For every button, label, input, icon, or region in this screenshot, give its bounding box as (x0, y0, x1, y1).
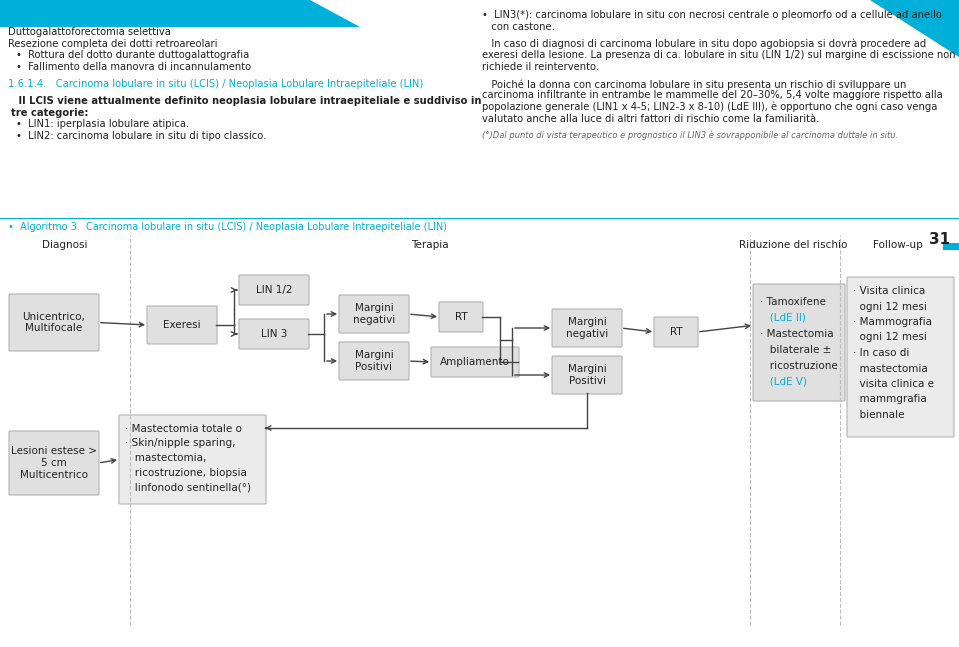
FancyBboxPatch shape (654, 317, 698, 347)
Text: · Visita clinica: · Visita clinica (853, 286, 925, 296)
FancyBboxPatch shape (239, 319, 309, 349)
Text: Margini
Positivi: Margini Positivi (568, 364, 606, 386)
Text: •  Rottura del dotto durante duttogalattografia: • Rottura del dotto durante duttogalatto… (16, 50, 249, 60)
Text: In caso di diagnosi di carcinoma lobulare in situ dopo agobiopsia si dovrà proce: In caso di diagnosi di carcinoma lobular… (482, 39, 926, 49)
Text: •  LIN1: iperplasia lobulare atipica.: • LIN1: iperplasia lobulare atipica. (16, 119, 189, 129)
Text: mammgrafia: mammgrafia (853, 395, 926, 404)
Text: Unicentrico,
Multifocale: Unicentrico, Multifocale (23, 312, 85, 333)
FancyBboxPatch shape (9, 431, 99, 495)
Text: richiede il reintervento.: richiede il reintervento. (482, 61, 599, 72)
Text: Margini
negativi: Margini negativi (566, 317, 608, 339)
Text: (°)Dal punto di vista terapeutico e prognostico il LIN3 è sovrapponibile al carc: (°)Dal punto di vista terapeutico e prog… (482, 131, 899, 140)
Text: visita clinica e: visita clinica e (853, 379, 934, 389)
Text: (LdE II): (LdE II) (760, 313, 806, 323)
Text: · In caso di: · In caso di (853, 348, 909, 358)
Text: Poiché la donna con carcinoma lobulare in situ presenta un rischio di sviluppare: Poiché la donna con carcinoma lobulare i… (482, 79, 906, 89)
Polygon shape (870, 0, 959, 57)
FancyBboxPatch shape (439, 302, 483, 332)
Bar (943, 243, 959, 250)
Text: Duttogalattoforectomia selettiva: Duttogalattoforectomia selettiva (8, 27, 171, 38)
FancyBboxPatch shape (753, 284, 845, 401)
FancyBboxPatch shape (847, 277, 954, 437)
Text: tre categorie:: tre categorie: (11, 108, 88, 118)
Text: · Tamoxifene: · Tamoxifene (760, 297, 826, 307)
Text: exeresi della lesione. La presenza di ca. lobulare in situ (LIN 1/2) sul margine: exeresi della lesione. La presenza di ca… (482, 50, 955, 60)
Text: 1.6.1.3.   Papilloma intraduttale: 1.6.1.3. Papilloma intraduttale (8, 10, 166, 20)
Text: · Mastectomia: · Mastectomia (760, 329, 833, 339)
FancyBboxPatch shape (552, 356, 622, 394)
Text: •  LIN3(*): carcinoma lobulare in situ con necrosi centrale o pleomorfo od a cel: • LIN3(*): carcinoma lobulare in situ co… (482, 10, 942, 20)
FancyBboxPatch shape (339, 342, 409, 380)
FancyBboxPatch shape (119, 415, 266, 504)
Text: Carcinoma mammario: Carcinoma mammario (12, 624, 165, 637)
Text: Il LCIS viene attualmente definito neoplasia lobulare intraepiteliale e suddivis: Il LCIS viene attualmente definito neopl… (8, 96, 481, 106)
Text: Resezione completa dei dotti retroareolari: Resezione completa dei dotti retroareola… (8, 39, 218, 49)
FancyBboxPatch shape (239, 275, 309, 305)
Text: •  Algoritmo 3.  Carcinoma lobulare in situ (LCIS) / Neoplasia Lobulare Intraepi: • Algoritmo 3. Carcinoma lobulare in sit… (8, 222, 447, 232)
Text: biennale: biennale (853, 410, 904, 420)
Text: Follow-up: Follow-up (873, 240, 923, 250)
Text: Lesioni estese >
5 cm
Multicentrico: Lesioni estese > 5 cm Multicentrico (11, 446, 97, 479)
Text: con castone.: con castone. (482, 21, 555, 32)
Text: popolazione generale (LIN1 x 4-5; LIN2-3 x 8-10) (LdE III), è opportuno che ogni: popolazione generale (LIN1 x 4-5; LIN2-3… (482, 102, 937, 113)
Text: Diagnosi: Diagnosi (42, 240, 88, 250)
FancyBboxPatch shape (552, 309, 622, 347)
Text: 1.6.1.4.   Carcinoma lobulare in situ (LCIS) / Neoplasia Lobulare Intraepitelial: 1.6.1.4. Carcinoma lobulare in situ (LCI… (8, 79, 423, 89)
Polygon shape (0, 0, 360, 27)
Text: •  LIN2: carcinoma lobulare in situ di tipo classico.: • LIN2: carcinoma lobulare in situ di ti… (16, 131, 267, 141)
FancyBboxPatch shape (339, 295, 409, 333)
Text: ogni 12 mesi: ogni 12 mesi (853, 302, 927, 311)
Text: linfonodo sentinella(°): linfonodo sentinella(°) (125, 482, 251, 492)
Text: Terapia: Terapia (411, 240, 449, 250)
Text: •  Fallimento della manovra di incannulamento: • Fallimento della manovra di incannulam… (16, 61, 251, 72)
Text: bilaterale ±: bilaterale ± (760, 345, 831, 355)
Text: Margini
negativi: Margini negativi (353, 303, 395, 325)
Text: mastectomia: mastectomia (853, 364, 927, 373)
Text: ricostruzione, biopsia: ricostruzione, biopsia (125, 468, 246, 477)
Text: valutato anche alla luce di altri fattori di rischio come la familiarità.: valutato anche alla luce di altri fattor… (482, 113, 819, 124)
Text: RT: RT (669, 327, 682, 337)
Text: ogni 12 mesi: ogni 12 mesi (853, 333, 927, 342)
Text: (LdE V): (LdE V) (760, 377, 807, 387)
FancyBboxPatch shape (431, 347, 519, 377)
Text: Riduzione del rischio: Riduzione del rischio (738, 240, 847, 250)
Text: · Skin/nipple sparing,: · Skin/nipple sparing, (125, 439, 236, 448)
Text: carcinoma infiltrante in entrambe le mammelle del 20–30%, 5,4 volte maggiore ris: carcinoma infiltrante in entrambe le mam… (482, 91, 943, 100)
Text: mastectomia,: mastectomia, (125, 453, 206, 463)
Text: LIN 3: LIN 3 (261, 329, 287, 339)
Text: ricostruzione: ricostruzione (760, 361, 838, 371)
FancyBboxPatch shape (147, 306, 217, 344)
FancyBboxPatch shape (9, 294, 99, 351)
Text: · Mastectomia totale o: · Mastectomia totale o (125, 424, 242, 434)
Text: Ampliamento: Ampliamento (440, 357, 510, 367)
Text: · Mammografia: · Mammografia (853, 317, 932, 327)
Text: Exeresi: Exeresi (163, 320, 200, 330)
Text: RT: RT (455, 312, 467, 322)
Text: 31: 31 (929, 232, 950, 247)
Text: LIN 1/2: LIN 1/2 (256, 285, 292, 295)
Text: Margini
Positivi: Margini Positivi (355, 350, 393, 372)
